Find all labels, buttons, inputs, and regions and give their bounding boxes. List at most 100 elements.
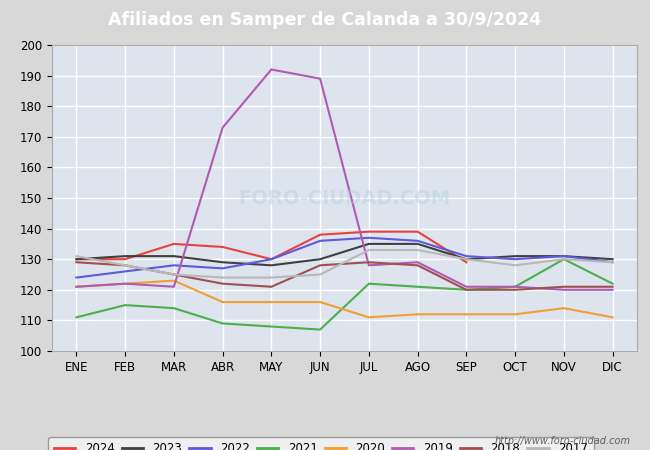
2020 — [413, 311, 421, 317]
2024 — [72, 256, 81, 262]
2021 — [316, 327, 324, 332]
2021 — [268, 324, 276, 329]
Legend: 2024, 2023, 2022, 2021, 2020, 2019, 2018, 2017: 2024, 2023, 2022, 2021, 2020, 2019, 2018… — [48, 436, 594, 450]
2019 — [316, 76, 324, 81]
2020 — [72, 284, 81, 289]
2021 — [560, 256, 568, 262]
2019 — [72, 284, 81, 289]
2024 — [413, 229, 421, 234]
2023 — [608, 256, 616, 262]
2024 — [365, 229, 373, 234]
2023 — [365, 241, 373, 247]
2022 — [121, 269, 129, 274]
Line: 2022: 2022 — [77, 238, 612, 278]
2024 — [218, 244, 227, 250]
2017 — [121, 263, 129, 268]
2017 — [560, 256, 568, 262]
2018 — [170, 272, 178, 277]
2019 — [170, 284, 178, 289]
2022 — [608, 260, 616, 265]
2018 — [268, 284, 276, 289]
2023 — [121, 253, 129, 259]
2020 — [268, 299, 276, 305]
2019 — [268, 67, 276, 72]
2020 — [170, 278, 178, 284]
Line: 2017: 2017 — [77, 250, 612, 278]
2017 — [413, 248, 421, 253]
2020 — [463, 311, 471, 317]
Text: FORO-CIUDAD.COM: FORO-CIUDAD.COM — [239, 189, 450, 207]
2017 — [218, 275, 227, 280]
2019 — [463, 284, 471, 289]
2019 — [511, 284, 519, 289]
2018 — [218, 281, 227, 286]
2020 — [316, 299, 324, 305]
2024 — [463, 260, 471, 265]
2021 — [121, 302, 129, 308]
2017 — [365, 248, 373, 253]
2018 — [72, 260, 81, 265]
2019 — [218, 125, 227, 130]
2019 — [365, 263, 373, 268]
2022 — [463, 253, 471, 259]
2021 — [463, 287, 471, 292]
2023 — [316, 256, 324, 262]
Line: 2019: 2019 — [77, 69, 612, 290]
2018 — [121, 263, 129, 268]
2023 — [560, 253, 568, 259]
2020 — [511, 311, 519, 317]
2017 — [316, 272, 324, 277]
2018 — [511, 287, 519, 292]
2023 — [72, 256, 81, 262]
2018 — [413, 263, 421, 268]
2023 — [170, 253, 178, 259]
2018 — [365, 260, 373, 265]
2020 — [121, 281, 129, 286]
2017 — [511, 263, 519, 268]
2018 — [316, 263, 324, 268]
2021 — [170, 306, 178, 311]
2023 — [268, 263, 276, 268]
2017 — [170, 272, 178, 277]
2021 — [413, 284, 421, 289]
Text: http://www.foro-ciudad.com: http://www.foro-ciudad.com — [495, 436, 630, 446]
2024 — [170, 241, 178, 247]
Text: Afiliados en Samper de Calanda a 30/9/2024: Afiliados en Samper de Calanda a 30/9/20… — [109, 11, 541, 29]
2023 — [511, 253, 519, 259]
2017 — [463, 256, 471, 262]
2020 — [218, 299, 227, 305]
2022 — [511, 256, 519, 262]
Line: 2021: 2021 — [77, 259, 612, 329]
2022 — [560, 253, 568, 259]
2022 — [365, 235, 373, 240]
2023 — [218, 260, 227, 265]
2017 — [608, 260, 616, 265]
2022 — [72, 275, 81, 280]
2023 — [463, 256, 471, 262]
2021 — [511, 284, 519, 289]
2021 — [608, 281, 616, 286]
2018 — [560, 284, 568, 289]
2021 — [218, 321, 227, 326]
2022 — [316, 238, 324, 243]
2021 — [72, 315, 81, 320]
2019 — [608, 287, 616, 292]
2022 — [170, 263, 178, 268]
2018 — [463, 287, 471, 292]
2019 — [121, 281, 129, 286]
Line: 2018: 2018 — [77, 262, 612, 290]
Line: 2024: 2024 — [77, 232, 467, 262]
2020 — [560, 306, 568, 311]
2022 — [218, 266, 227, 271]
2019 — [560, 287, 568, 292]
2017 — [268, 275, 276, 280]
Line: 2020: 2020 — [77, 281, 612, 317]
2018 — [608, 284, 616, 289]
2022 — [268, 256, 276, 262]
2024 — [268, 256, 276, 262]
2020 — [365, 315, 373, 320]
2019 — [413, 260, 421, 265]
2022 — [413, 238, 421, 243]
2021 — [365, 281, 373, 286]
2017 — [72, 253, 81, 259]
